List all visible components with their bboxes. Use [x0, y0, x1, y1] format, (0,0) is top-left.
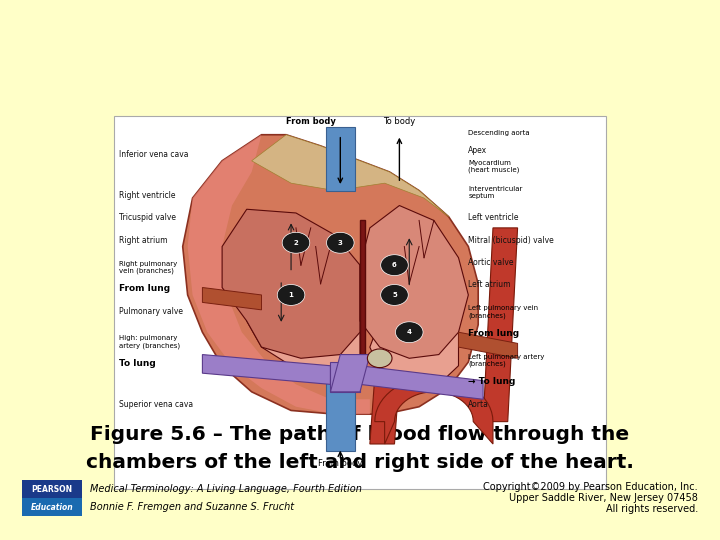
- Text: Inferior vena cava: Inferior vena cava: [119, 150, 188, 159]
- Text: From lung: From lung: [468, 329, 519, 338]
- Bar: [22, 480, 82, 498]
- Polygon shape: [459, 332, 518, 359]
- Polygon shape: [360, 220, 365, 362]
- Polygon shape: [360, 206, 468, 359]
- Circle shape: [395, 322, 423, 343]
- Text: From body: From body: [286, 117, 336, 126]
- Text: → To lung: → To lung: [468, 377, 516, 387]
- Text: Left pulmonary artery
(branches): Left pulmonary artery (branches): [468, 354, 545, 367]
- Text: Mitral (bicuspid) valve: Mitral (bicuspid) valve: [468, 236, 554, 245]
- Text: Right atrium: Right atrium: [119, 236, 167, 245]
- Text: From body: From body: [318, 460, 362, 468]
- Polygon shape: [370, 377, 400, 444]
- Text: To body: To body: [383, 117, 415, 126]
- Polygon shape: [483, 228, 518, 422]
- Circle shape: [381, 255, 408, 275]
- Circle shape: [381, 285, 408, 306]
- Polygon shape: [202, 287, 261, 310]
- Circle shape: [326, 232, 354, 253]
- Text: Left pulmonary vein
(branches): Left pulmonary vein (branches): [468, 305, 539, 319]
- Text: 6: 6: [392, 262, 397, 268]
- Polygon shape: [360, 366, 483, 399]
- Circle shape: [367, 349, 392, 368]
- Text: 4: 4: [407, 329, 412, 335]
- Text: Right pulmonary
vein (branches): Right pulmonary vein (branches): [119, 261, 177, 274]
- Text: Superior vena cava: Superior vena cava: [119, 400, 193, 409]
- Polygon shape: [330, 362, 360, 392]
- Text: All rights reserved.: All rights reserved.: [606, 504, 698, 514]
- Text: 2: 2: [294, 240, 298, 246]
- Text: From lung: From lung: [119, 284, 170, 293]
- Text: Left ventricle: Left ventricle: [468, 213, 519, 222]
- Text: Apex: Apex: [468, 146, 487, 156]
- Text: Pulmonary valve: Pulmonary valve: [119, 307, 183, 315]
- Text: Figure 5.6 – The path of blood flow through the: Figure 5.6 – The path of blood flow thro…: [91, 426, 629, 444]
- Text: Left atrium: Left atrium: [468, 280, 511, 289]
- Text: Aortic valve: Aortic valve: [468, 258, 514, 267]
- Text: Medical Terminology: A Living Language, Fourth Edition: Medical Terminology: A Living Language, …: [90, 484, 362, 494]
- Circle shape: [282, 232, 310, 253]
- Text: Right ventricle: Right ventricle: [119, 191, 175, 200]
- Text: Tricuspid valve: Tricuspid valve: [119, 213, 176, 222]
- Text: Upper Saddle River, New Jersey 07458: Upper Saddle River, New Jersey 07458: [509, 493, 698, 503]
- Text: Aorta: Aorta: [468, 400, 489, 409]
- Text: 1: 1: [289, 292, 294, 298]
- Text: Copyright©2009 by Pearson Education, Inc.: Copyright©2009 by Pearson Education, Inc…: [483, 482, 698, 492]
- Circle shape: [277, 285, 305, 306]
- Text: 3: 3: [338, 240, 343, 246]
- Polygon shape: [375, 377, 493, 444]
- Text: chambers of the left and right side of the heart.: chambers of the left and right side of t…: [86, 454, 634, 472]
- Text: Descending aorta: Descending aorta: [468, 130, 530, 136]
- Polygon shape: [202, 355, 330, 384]
- Text: High: pulmonary
artery (branches): High: pulmonary artery (branches): [119, 335, 180, 349]
- Text: Education: Education: [31, 503, 73, 511]
- Bar: [114, 116, 606, 489]
- Text: PEARSON: PEARSON: [32, 484, 73, 494]
- Polygon shape: [222, 209, 360, 359]
- Polygon shape: [252, 135, 449, 217]
- Polygon shape: [183, 135, 478, 414]
- Polygon shape: [247, 265, 360, 369]
- Polygon shape: [325, 369, 355, 451]
- Polygon shape: [188, 135, 370, 414]
- Polygon shape: [330, 355, 370, 392]
- Polygon shape: [370, 302, 459, 384]
- Text: Interventricular
septum: Interventricular septum: [468, 186, 523, 199]
- Text: 5: 5: [392, 292, 397, 298]
- Text: Bonnie F. Fremgen and Suzanne S. Frucht: Bonnie F. Fremgen and Suzanne S. Frucht: [90, 502, 294, 512]
- Bar: [22, 498, 82, 516]
- Text: To lung: To lung: [119, 359, 156, 368]
- Polygon shape: [325, 127, 355, 191]
- Text: Myocardium
(heart muscle): Myocardium (heart muscle): [468, 160, 520, 173]
